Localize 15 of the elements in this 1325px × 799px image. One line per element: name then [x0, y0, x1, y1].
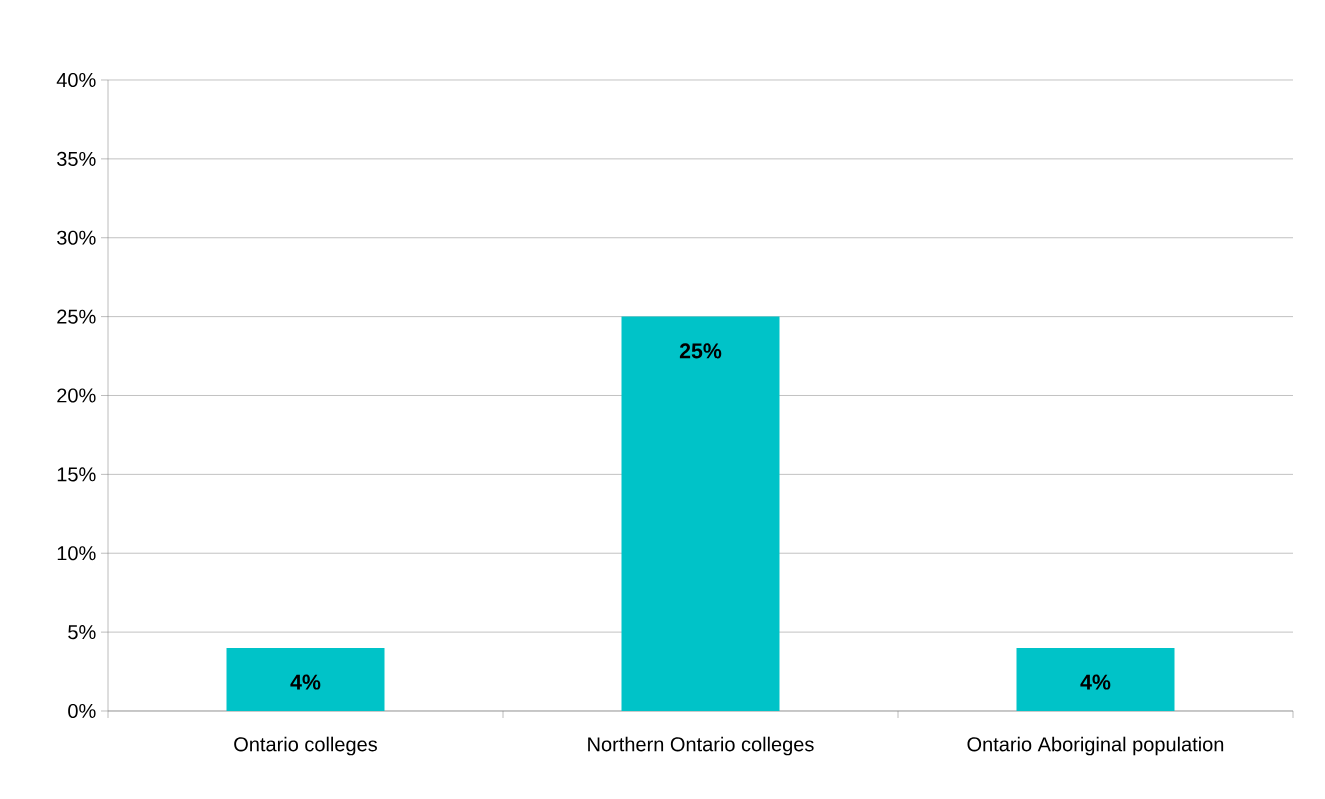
- y-tick-label: 40%: [56, 72, 96, 88]
- y-tick-label: 10%: [57, 546, 96, 561]
- y-tick-label: 0%: [68, 703, 96, 719]
- y-tick-label: 15%: [57, 467, 96, 482]
- y-tick-label: 20%: [57, 388, 96, 403]
- data-label: 4%: [1080, 674, 1111, 690]
- x-tick-label: Ontario Aboriginal population: [967, 736, 1224, 756]
- y-tick-label: 35%: [57, 151, 96, 166]
- y-tick-label: 30%: [57, 230, 96, 245]
- data-label: 25%: [679, 343, 722, 359]
- x-tick-label: Northern Ontario colleges: [588, 736, 814, 756]
- y-tick-label: 25%: [57, 309, 96, 324]
- data-label: 4%: [290, 674, 321, 690]
- x-tick-label: Ontario colleges: [234, 736, 377, 756]
- y-tick-label: 5%: [68, 625, 96, 640]
